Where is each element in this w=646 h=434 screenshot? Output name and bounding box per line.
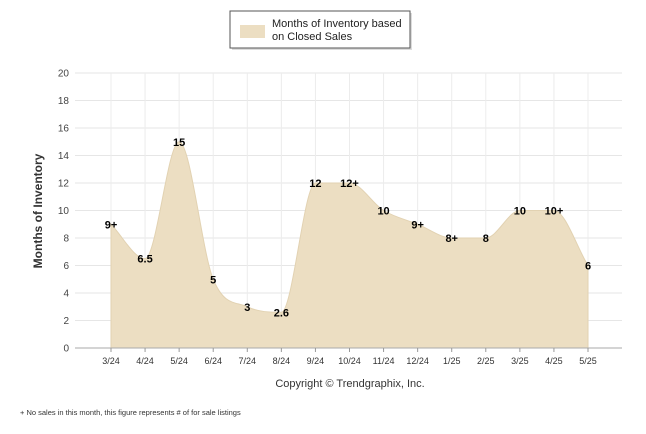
- legend-label-line2: on Closed Sales: [272, 31, 353, 43]
- x-tick-label: 5/25: [579, 356, 597, 366]
- x-tick-label: 4/25: [545, 356, 563, 366]
- x-tick-label: 3/24: [102, 356, 120, 366]
- x-tick-label: 10/24: [338, 356, 361, 366]
- y-tick-label: 6: [63, 261, 69, 272]
- x-tick-label: 12/24: [406, 356, 429, 366]
- y-tick-label: 8: [63, 234, 69, 245]
- data-label: 10+: [545, 206, 564, 218]
- data-label: 10: [377, 206, 389, 218]
- x-tick-label: 11/24: [373, 356, 395, 366]
- y-tick-label: 14: [58, 151, 70, 162]
- x-tick-label: 7/24: [239, 356, 257, 366]
- legend-label-line1: Months of Inventory based: [272, 18, 402, 30]
- x-tick-label: 6/24: [204, 356, 222, 366]
- data-label: 15: [173, 137, 185, 149]
- y-tick-label: 4: [63, 289, 69, 300]
- y-tick-label: 20: [58, 69, 70, 80]
- x-tick-label: 3/25: [511, 356, 529, 366]
- x-tick-label: 1/25: [443, 356, 461, 366]
- data-label: 9+: [411, 219, 424, 231]
- data-label: 12+: [340, 178, 359, 190]
- copyright-text: Copyright © Trendgraphix, Inc.: [275, 378, 424, 390]
- x-tick-label: 2/25: [477, 356, 495, 366]
- x-tick-label: 8/24: [273, 356, 291, 366]
- footnote-text: + No sales in this month, this figure re…: [20, 408, 241, 417]
- data-label: 3: [244, 302, 250, 314]
- y-axis-label: Months of Inventory: [31, 153, 45, 268]
- data-label: 9+: [105, 219, 118, 231]
- data-label: 6.5: [137, 254, 152, 266]
- y-tick-label: 16: [58, 124, 70, 135]
- y-tick-label: 12: [58, 179, 70, 190]
- x-tick-label: 9/24: [307, 356, 325, 366]
- data-labels: 9+ 6.5 15 5 3 2.6 12 12+ 10 9+ 8+ 8 10 10+ 6: [105, 137, 591, 320]
- data-label: 8+: [445, 233, 458, 245]
- x-tick-labels: 3/24 4/24 5/24 6/24 7/24 8/24 9/24 10/24 11/24 12…: [102, 348, 597, 366]
- data-label: 8: [483, 233, 489, 245]
- y-tick-label: 18: [58, 96, 70, 107]
- y-tick-label: 0: [63, 344, 69, 355]
- inventory-area: [110, 141, 589, 349]
- legend-swatch: [240, 25, 265, 38]
- y-tick-label: 2: [63, 316, 69, 327]
- y-tick-labels: 0 2 4 6 8 10 12 14 16 18 20: [58, 69, 70, 355]
- data-label: 12: [309, 178, 321, 190]
- x-tick-label: 4/24: [136, 356, 154, 366]
- data-label: 5: [210, 274, 216, 286]
- data-label: 6: [585, 261, 591, 273]
- data-label: 10: [514, 206, 526, 218]
- y-tick-label: 10: [58, 206, 70, 217]
- x-tick-label: 5/24: [170, 356, 188, 366]
- data-label: 2.6: [274, 307, 289, 319]
- legend: Months of Inventory based on Closed Sale…: [229, 10, 412, 50]
